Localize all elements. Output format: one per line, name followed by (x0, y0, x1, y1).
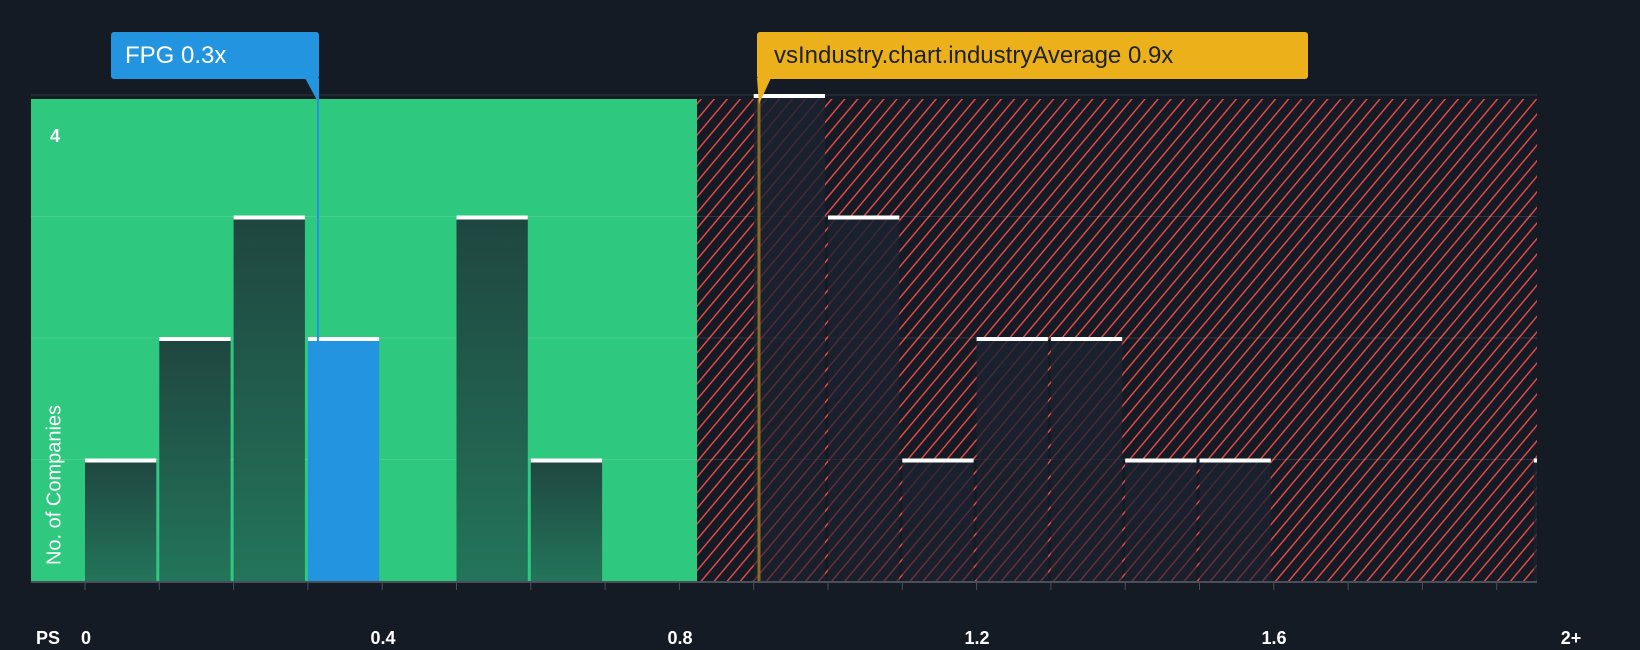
y-axis-label: No. of Companies (43, 404, 66, 566)
bar-cap (1533, 458, 1537, 463)
industry-callout-pointer (757, 78, 771, 104)
bar-cap (159, 337, 231, 341)
x-tick-label: 0.4 (370, 628, 396, 648)
histogram-bar (1125, 459, 1197, 581)
x-tick-label: 2+ (1560, 628, 1582, 648)
bar-cap (85, 458, 157, 463)
bar-cap (456, 215, 528, 220)
bar-cap (1199, 458, 1271, 463)
histogram-bar (530, 459, 603, 581)
bar-cap (902, 458, 974, 463)
x-tick-label: 0.8 (667, 628, 693, 648)
histogram-bar (159, 338, 231, 581)
fpg-callout-pointer (305, 78, 319, 104)
industry-average-callout: vsIndustry.chart.industryAverage 0.9x (757, 32, 1308, 79)
histogram-bar (233, 216, 305, 581)
x-axis-ticks (84, 582, 1498, 590)
x-tick-label: 0 (80, 628, 92, 648)
histogram-bar (753, 95, 825, 581)
histogram-bar (1050, 338, 1123, 581)
bar-cap (753, 94, 825, 98)
histogram-bar (456, 216, 528, 581)
histogram-bars (85, 94, 1537, 581)
bar-cap (530, 458, 603, 463)
histogram-bar (85, 459, 157, 581)
x-tick-label: 1.6 (1261, 628, 1287, 648)
bar-cap (828, 215, 900, 220)
histogram-bar (1533, 459, 1537, 581)
company-callout: FPG 0.3x (111, 32, 319, 79)
x-axis-label: PS (36, 628, 61, 648)
histogram-bar (1199, 459, 1271, 581)
bar-cap (233, 215, 305, 220)
bar-cap (1125, 458, 1197, 463)
x-tick-label: 1.2 (964, 628, 990, 648)
bar-cap (307, 337, 380, 341)
y-tick-label: 4 (50, 126, 61, 146)
histogram-bar (902, 459, 974, 581)
histogram-bar (307, 338, 380, 581)
bar-cap (1050, 337, 1123, 341)
bar-cap (976, 337, 1048, 341)
histogram-bar (976, 338, 1048, 581)
histogram-bar (828, 216, 900, 581)
